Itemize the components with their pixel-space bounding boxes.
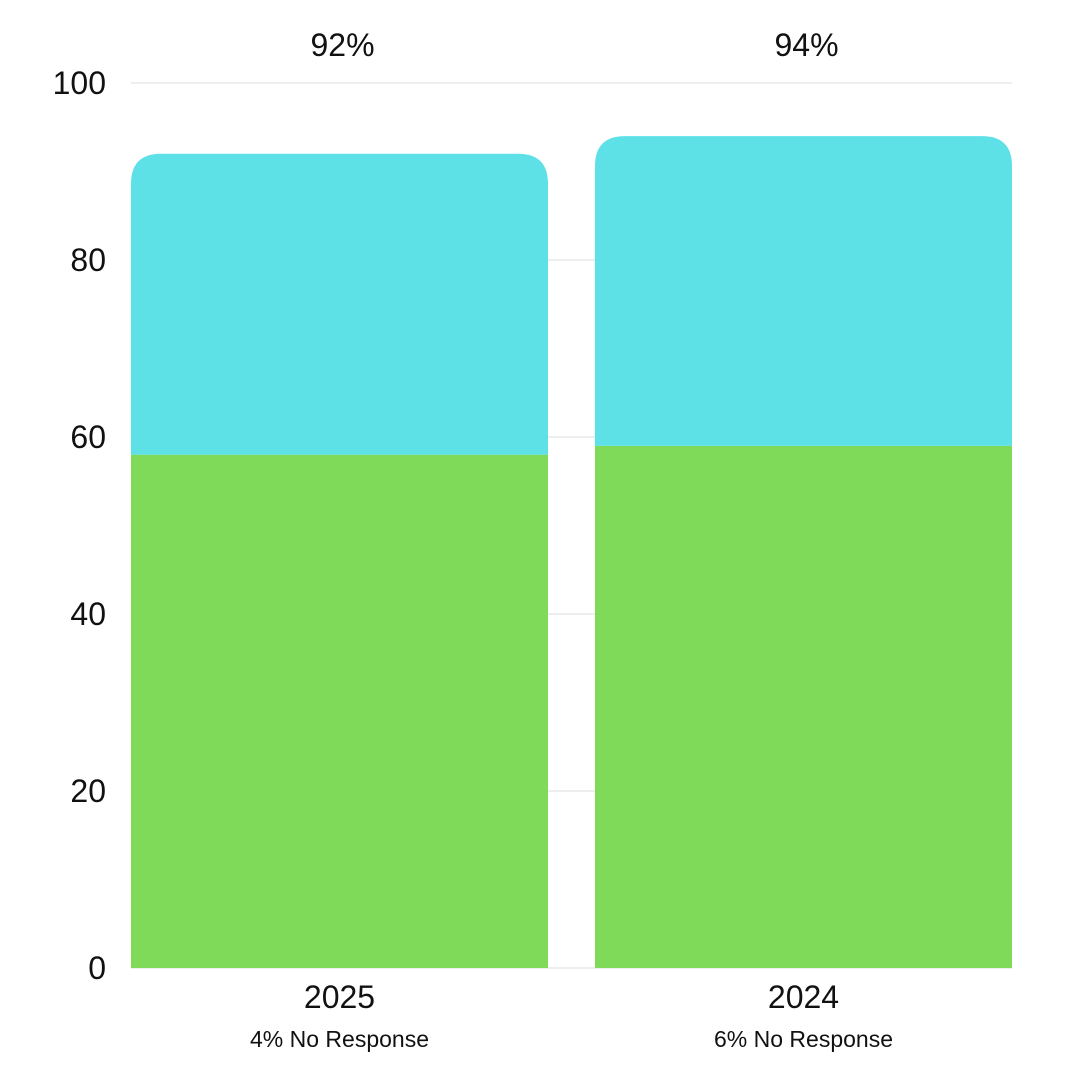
y-tick-label: 40 bbox=[70, 596, 106, 632]
y-tick-label: 100 bbox=[53, 65, 106, 101]
no-response-label: 4% No Response bbox=[250, 1026, 429, 1052]
bar-total-label: 94% bbox=[774, 27, 838, 63]
x-category-label: 2024 bbox=[768, 979, 839, 1015]
no-response-label: 6% No Response bbox=[714, 1026, 893, 1052]
bar-2025-segment-2 bbox=[131, 153, 548, 455]
x-category-label: 2025 bbox=[304, 979, 375, 1015]
bar-2024-segment-2 bbox=[595, 136, 1012, 446]
bar-2025-segment-1 bbox=[131, 454, 548, 968]
y-tick-label: 0 bbox=[88, 950, 106, 986]
bar-total-label: 92% bbox=[310, 27, 374, 63]
y-tick-label: 60 bbox=[70, 419, 106, 455]
y-tick-label: 80 bbox=[70, 242, 106, 278]
label-layer: 0 20 40 60 80 100 92% 2025 4% No Response 94% 2024… bbox=[53, 27, 893, 1052]
bar-2024-segment-1 bbox=[595, 445, 1012, 969]
bar-layer bbox=[131, 136, 1012, 969]
y-tick-label: 20 bbox=[70, 773, 106, 809]
